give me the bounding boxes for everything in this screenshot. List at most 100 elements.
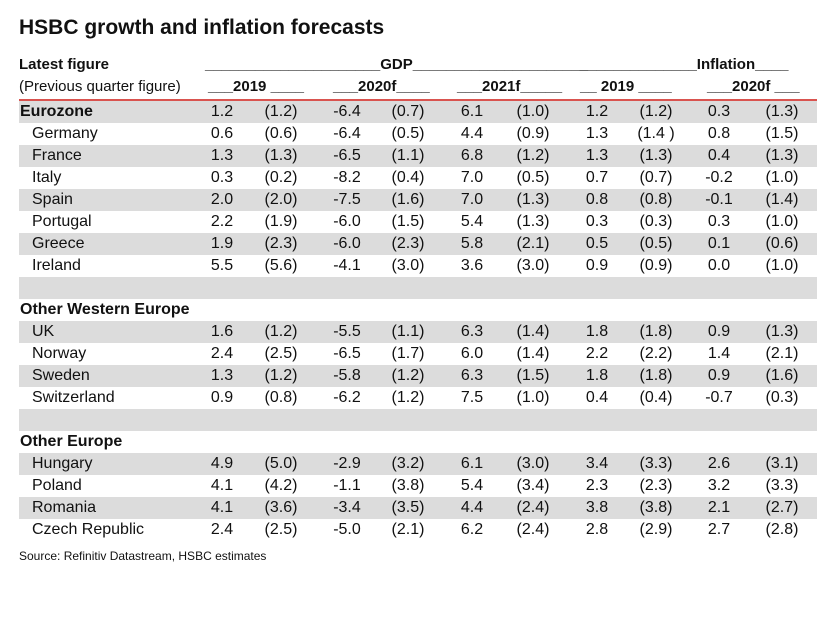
table-cell: (1.6) xyxy=(765,367,799,384)
table-cell: (1.1) xyxy=(391,323,425,340)
table-cell: (2.0) xyxy=(264,191,298,208)
table-cell: 5.4 xyxy=(460,477,484,494)
country-label: Switzerland xyxy=(32,389,115,406)
table-cell: (1.2) xyxy=(391,389,425,406)
table-cell: (3.5) xyxy=(391,499,425,516)
table-cell: (1.8) xyxy=(639,367,673,384)
table-cell: 1.2 xyxy=(585,103,609,120)
table-cell: (1.0) xyxy=(765,257,799,274)
table-cell: -5.8 xyxy=(333,367,361,384)
table-cell: (1.4 ) xyxy=(637,125,675,142)
table-cell: 0.1 xyxy=(707,235,731,252)
header-latest-figure: Latest figure xyxy=(19,56,110,73)
table-cell: (0.7) xyxy=(639,169,673,186)
region-label: Other Western Europe xyxy=(20,301,190,318)
table-cell: (2.2) xyxy=(639,345,673,362)
table-cell: -6.4 xyxy=(333,125,361,142)
table-cell: (0.3) xyxy=(765,389,799,406)
table-cell: -8.2 xyxy=(333,169,361,186)
table-cell: (2.1) xyxy=(391,521,425,538)
table-cell: 4.1 xyxy=(210,477,234,494)
country-label: Germany xyxy=(32,125,98,142)
table-cell: (1.3) xyxy=(264,147,298,164)
country-label: UK xyxy=(32,323,55,340)
table-group-row: Other Western Europe xyxy=(19,299,817,321)
table-cell: -3.4 xyxy=(333,499,361,516)
table-cell: (2.7) xyxy=(765,499,799,516)
table-row: UK 1.6 (1.2) -5.5 (1.1) 6.3 (1.4) 1.8 (1.8) 0.9 (1… xyxy=(19,321,817,343)
table-cell: (2.3) xyxy=(639,477,673,494)
table-cell: 5.5 xyxy=(210,257,234,274)
table-cell: (0.5) xyxy=(516,169,550,186)
table-cell: (2.8) xyxy=(765,521,799,538)
table-cell: 4.9 xyxy=(210,455,234,472)
table-cell: (1.0) xyxy=(765,213,799,230)
table-cell: 6.1 xyxy=(460,103,484,120)
table-cell: (1.4) xyxy=(516,323,550,340)
table-cell: (2.4) xyxy=(516,521,550,538)
table-cell: 6.1 xyxy=(460,455,484,472)
table-cell: (1.2) xyxy=(516,147,550,164)
country-label: Czech Republic xyxy=(32,521,145,538)
table-cell: (0.6) xyxy=(765,235,799,252)
header-inflation-2019: __ 2019 ____ xyxy=(580,78,672,95)
table-cell: (1.8) xyxy=(639,323,673,340)
table-cell: (3.1) xyxy=(765,455,799,472)
table-cell: 1.9 xyxy=(210,235,234,252)
table-cell: -1.1 xyxy=(333,477,361,494)
header-gdp-2021f: ___2021f_____ xyxy=(457,78,563,95)
table-cell: -0.2 xyxy=(705,169,733,186)
table-cell: (1.5) xyxy=(516,367,550,384)
table-cell: (3.0) xyxy=(516,455,550,472)
table-cell: 2.4 xyxy=(210,345,234,362)
table-row: Ireland 5.5 (5.6) -4.1 (3.0) 3.6 (3.0) 0.9 (0.9)… xyxy=(19,255,817,277)
table-cell: (0.5) xyxy=(391,125,425,142)
table-cell: (1.3) xyxy=(765,147,799,164)
table-cell: (3.3) xyxy=(639,455,673,472)
table-cell: (1.7) xyxy=(391,345,425,362)
table-cell: -0.1 xyxy=(705,191,733,208)
table-cell: (1.1) xyxy=(391,147,425,164)
table-cell: (1.3) xyxy=(516,191,550,208)
table-cell: 3.2 xyxy=(707,477,731,494)
table-cell: 0.9 xyxy=(585,257,609,274)
table-cell: 6.8 xyxy=(460,147,484,164)
country-label: Sweden xyxy=(32,367,90,384)
table-cell: (3.4) xyxy=(516,477,550,494)
table-cell: 6.3 xyxy=(460,323,484,340)
region-label: Eurozone xyxy=(20,103,93,120)
header-gdp-2019: ___2019 ____ xyxy=(208,78,304,95)
table-cell: 1.3 xyxy=(210,147,234,164)
table-cell: 0.8 xyxy=(707,125,731,142)
table-row: Czech Republic 2.4 (2.5) -5.0 (2.1) 6.2 (2.4) 2… xyxy=(19,519,817,541)
table-cell: (0.2) xyxy=(264,169,298,186)
table-cell: (0.7) xyxy=(391,103,425,120)
table-cell: 3.8 xyxy=(585,499,609,516)
table-cell: 1.4 xyxy=(707,345,731,362)
table-cell: 0.5 xyxy=(585,235,609,252)
table-cell: -6.4 xyxy=(333,103,361,120)
table-cell: (2.1) xyxy=(516,235,550,252)
table-cell: 3.6 xyxy=(460,257,484,274)
table-cell: (1.2) xyxy=(391,367,425,384)
table-cell: (2.9) xyxy=(639,521,673,538)
country-label: Poland xyxy=(32,477,82,494)
table-row: Portugal 2.2 (1.9) -6.0 (1.5) 5.4 (1.3) 0.3 (0.3… xyxy=(19,211,817,233)
table-cell: 1.8 xyxy=(585,367,609,384)
country-label: Spain xyxy=(32,191,73,208)
table-cell: 7.0 xyxy=(460,191,484,208)
table-cell: -6.0 xyxy=(333,235,361,252)
table-group-row: Eurozone 1.2 (1.2) -6.4 (0.7) 6.1 (1.0) 1.2 (1.2… xyxy=(19,101,817,123)
table-cell: (1.5) xyxy=(765,125,799,142)
page-title: HSBC growth and inflation forecasts xyxy=(19,16,385,39)
table-cell: (1.2) xyxy=(639,103,673,120)
table-cell: 1.3 xyxy=(585,125,609,142)
table-cell: (3.0) xyxy=(391,257,425,274)
table-cell: (3.2) xyxy=(391,455,425,472)
table-cell: 2.0 xyxy=(210,191,234,208)
table-cell: -6.2 xyxy=(333,389,361,406)
table-cell: -4.1 xyxy=(333,257,361,274)
region-label: Other Europe xyxy=(20,433,123,450)
table-row: Italy 0.3 (0.2) -8.2 (0.4) 7.0 (0.5) 0.7 (0.7) -0… xyxy=(19,167,817,189)
table-cell: (0.6) xyxy=(264,125,298,142)
